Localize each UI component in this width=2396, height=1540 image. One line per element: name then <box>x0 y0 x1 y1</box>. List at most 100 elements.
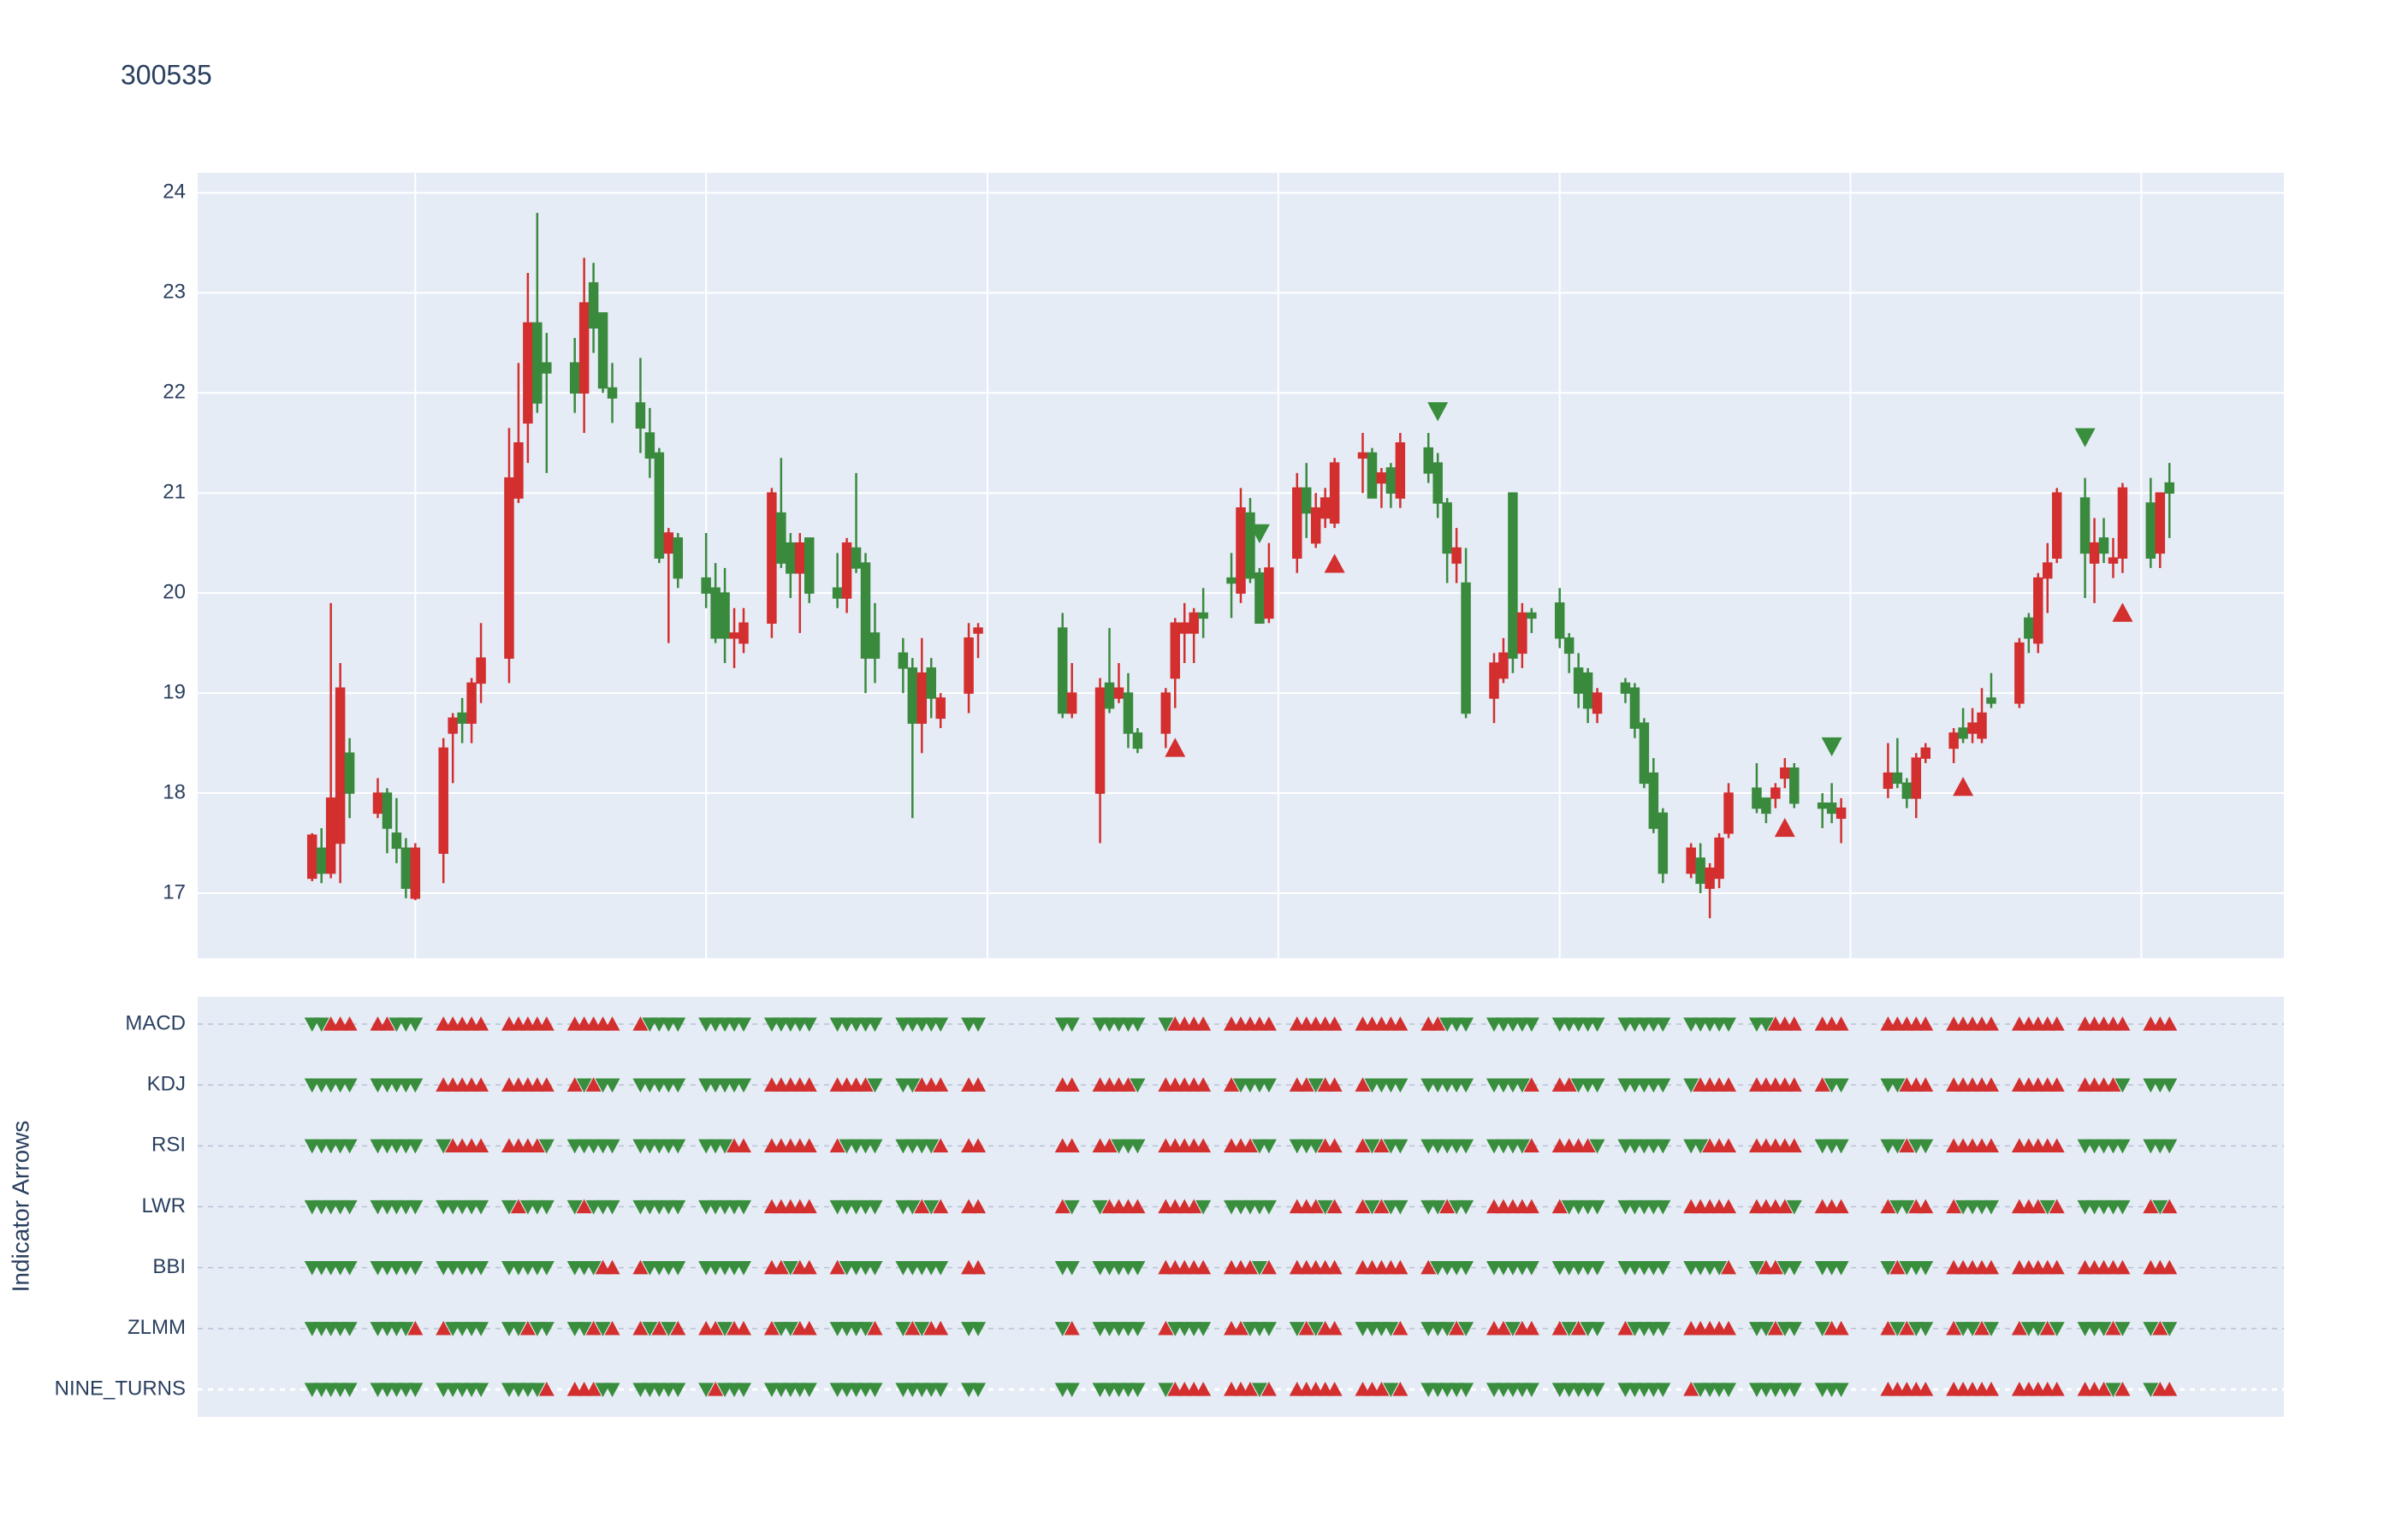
indicator-arrow <box>1786 1077 1802 1092</box>
indicator-arrow <box>970 1077 987 1092</box>
candle-body <box>1423 447 1433 474</box>
indicator-arrow <box>1514 1139 1530 1154</box>
indicator-arrow <box>341 1383 358 1397</box>
y-tick-label: 20 <box>163 581 186 604</box>
candle-body <box>1170 622 1181 679</box>
indicator-arrow <box>1449 1320 1465 1336</box>
indicator-arrow <box>604 1259 620 1275</box>
candle-body <box>2033 577 2043 644</box>
indicator-arrow <box>1833 1261 1849 1276</box>
indicator-arrow <box>379 1016 395 1031</box>
indicator-arrow <box>1655 1078 1671 1093</box>
indicator-arrow <box>1298 1077 1314 1092</box>
indicator-arrow <box>1748 1261 1764 1276</box>
candle-body <box>1789 767 1800 804</box>
indicator-arrow <box>914 1199 930 1214</box>
indicator-arrow <box>501 1199 517 1215</box>
y-tick-label: 22 <box>163 381 186 404</box>
indicator-arrow <box>1776 1199 1793 1214</box>
candle-body <box>1236 507 1246 594</box>
indicator-arrow <box>1326 1077 1343 1092</box>
indicator-arrow <box>1589 1199 1605 1215</box>
indicator-arrow <box>2049 1259 2065 1275</box>
candle-body <box>457 712 467 724</box>
indicator-arrow <box>2039 1320 2055 1336</box>
candle-body <box>1554 602 1565 639</box>
indicator-arrow <box>1889 1322 1906 1336</box>
candle-body <box>1264 567 1274 619</box>
indicator-arrow <box>341 1016 358 1031</box>
indicator-arrow <box>1683 1078 1699 1093</box>
candle-body <box>1826 802 1837 814</box>
indicator-arrow <box>1224 1077 1240 1092</box>
indicator-arrow <box>933 1077 949 1092</box>
indicator-arrow <box>1308 1199 1324 1214</box>
indicator-arrow <box>782 1322 798 1336</box>
candle-body <box>1582 672 1593 709</box>
indicator-arrow <box>1458 1322 1474 1336</box>
candle-body <box>1254 572 1265 624</box>
y-tick-label: NINE_TURNS <box>55 1377 186 1400</box>
indicator-arrow <box>970 1138 987 1152</box>
indicator-arrow <box>829 1138 845 1152</box>
indicator-arrow <box>1458 1199 1474 1215</box>
candle-body <box>1198 612 1208 619</box>
indicator-arrow <box>1186 1199 1202 1214</box>
candle-body <box>964 637 974 694</box>
candle-body <box>720 592 730 639</box>
indicator-arrow <box>576 1199 592 1214</box>
indicator-arrow <box>2030 1199 2046 1214</box>
indicator-arrow <box>970 1017 987 1032</box>
indicator-arrow <box>473 1261 489 1276</box>
candle-body <box>2164 482 2175 494</box>
indicator-arrow <box>801 1320 817 1336</box>
indicator-arrow <box>1880 1199 1896 1214</box>
indicator-arrow <box>1130 1017 1146 1032</box>
indicator-arrow <box>2105 1320 2121 1336</box>
indicator-arrow <box>436 1320 452 1336</box>
indicator-arrow <box>1392 1016 1409 1031</box>
candle-body <box>1517 612 1527 654</box>
candle-body <box>1723 792 1734 834</box>
indicator-arrow <box>519 1320 536 1336</box>
candle-body <box>1986 697 1996 704</box>
candle-body <box>1508 492 1518 659</box>
indicator-arrow <box>1064 1077 1080 1092</box>
indicator-arrow <box>1889 1139 1906 1154</box>
indicator-arrow <box>1195 1199 1212 1215</box>
candle-body <box>2117 487 2128 559</box>
indicator-arrow <box>1786 1261 1802 1276</box>
indicator-arrow <box>341 1322 358 1336</box>
candle-body <box>832 587 843 599</box>
indicator-arrow <box>2049 1199 2065 1214</box>
candle-body <box>1658 812 1669 874</box>
candle-body <box>776 512 786 564</box>
indicator-arrow <box>970 1383 987 1397</box>
indicator-arrow <box>1260 1016 1277 1031</box>
indicator-arrow <box>1364 1139 1380 1154</box>
candle-body <box>1592 692 1603 714</box>
indicator-arrow <box>1561 1322 1577 1336</box>
candle-body <box>372 792 383 814</box>
indicator-arrow <box>1289 1322 1305 1336</box>
indicator-arrow <box>670 1139 686 1154</box>
indicator-arrow <box>2011 1320 2027 1336</box>
indicator-arrow <box>914 1322 930 1336</box>
indicator-arrow <box>1946 1320 1962 1336</box>
indicator-arrow <box>867 1078 883 1093</box>
indicator-arrow <box>1383 1322 1399 1336</box>
candle-body <box>1498 652 1509 679</box>
candle-body <box>588 281 599 329</box>
indicator-arrow <box>1655 1199 1671 1215</box>
indicator-arrow <box>1589 1078 1605 1093</box>
candle-body <box>1461 582 1471 714</box>
indicator-arrow <box>1889 1078 1906 1093</box>
indicator-arrow <box>1655 1383 1671 1397</box>
indicator-arrow <box>698 1383 715 1397</box>
candle-body <box>767 492 777 624</box>
indicator-arrow <box>1233 1320 1248 1336</box>
candle-body <box>1357 452 1368 459</box>
indicator-arrow <box>933 1261 949 1276</box>
indicator-arrow <box>1589 1261 1605 1276</box>
